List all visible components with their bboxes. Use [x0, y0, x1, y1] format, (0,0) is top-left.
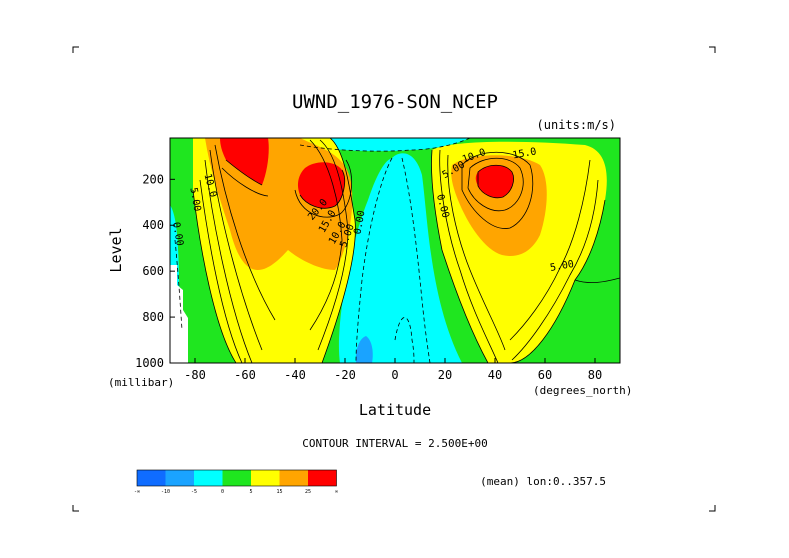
colorbar-label: -10	[161, 489, 170, 495]
plot-area	[170, 138, 620, 363]
colorbar-swatch	[194, 470, 223, 486]
colorbar-swatch	[165, 470, 194, 486]
colorbar-swatch	[279, 470, 308, 486]
contour-label: 0.00	[170, 221, 185, 247]
colorbar-label: 15	[276, 489, 282, 495]
x-axis-label: Latitude	[359, 401, 431, 419]
y-tick-label: 1000	[135, 356, 164, 370]
x-tick-label: 80	[588, 368, 602, 382]
band-25-inf-jet-polar	[220, 138, 269, 185]
contour-label: 15.0	[512, 146, 538, 161]
y-units-label: (millibar)	[108, 376, 174, 389]
contour-label: 0.00	[353, 210, 368, 236]
x-tick-label: 60	[538, 368, 552, 382]
contour-interval-text: CONTOUR INTERVAL = 2.500E+00	[302, 437, 487, 450]
mean-text: (mean) lon:0..357.5	[480, 475, 606, 488]
y-tick-label: 600	[142, 264, 164, 278]
colorbar-frame	[136, 469, 337, 487]
band-25-inf-jet-subtropical	[297, 162, 345, 209]
x-tick-label: 0	[391, 368, 398, 382]
band-neg10-neg5	[355, 336, 373, 363]
x-tick-label: -60	[234, 368, 256, 382]
units-label: (units:m/s)	[537, 118, 616, 132]
colorbar-label: ∞	[335, 489, 338, 495]
contour-label: 5.00	[187, 187, 202, 213]
band-neg5-0-equatorial	[338, 153, 462, 363]
colorbar-label: 25	[305, 489, 311, 495]
colorbar-swatch	[251, 470, 280, 486]
y-tick-label: 800	[142, 310, 164, 324]
y-axis-label: Level	[107, 227, 125, 272]
x-tick-label: 40	[488, 368, 502, 382]
colorbar: -∞ -10 -5 0 5 15 25 ∞	[134, 469, 338, 495]
colorbar-label: -5	[191, 489, 197, 495]
colorbar-swatch	[137, 470, 166, 486]
colorbar-label: 5	[249, 489, 252, 495]
contour-label: 5.00	[549, 259, 575, 274]
missing-data	[170, 265, 188, 363]
x-units-label: (degrees_north)	[533, 384, 632, 397]
colorbar-label: 0	[221, 489, 224, 495]
colorbar-swatch	[308, 470, 337, 486]
colorbar-swatch	[222, 470, 251, 486]
x-tick-label: -80	[184, 368, 206, 382]
y-axis: 200 400 600 800 1000	[135, 172, 175, 370]
band-25-inf-jet-north	[475, 165, 514, 198]
y-tick-label: 400	[142, 218, 164, 232]
crop-marks	[72, 46, 716, 512]
chart-title: UWND_1976-SON_NCEP	[292, 91, 498, 113]
x-axis: -80 -60 -40 -20 0 20 40 60 80	[184, 358, 602, 382]
contour-lines	[192, 138, 620, 363]
y-tick-label: 200	[142, 172, 164, 186]
x-tick-label: -40	[284, 368, 306, 382]
contour-lines-negative	[174, 138, 471, 363]
x-tick-label: -20	[334, 368, 356, 382]
x-tick-label: 20	[438, 368, 452, 382]
colorbar-label: -∞	[134, 489, 140, 495]
